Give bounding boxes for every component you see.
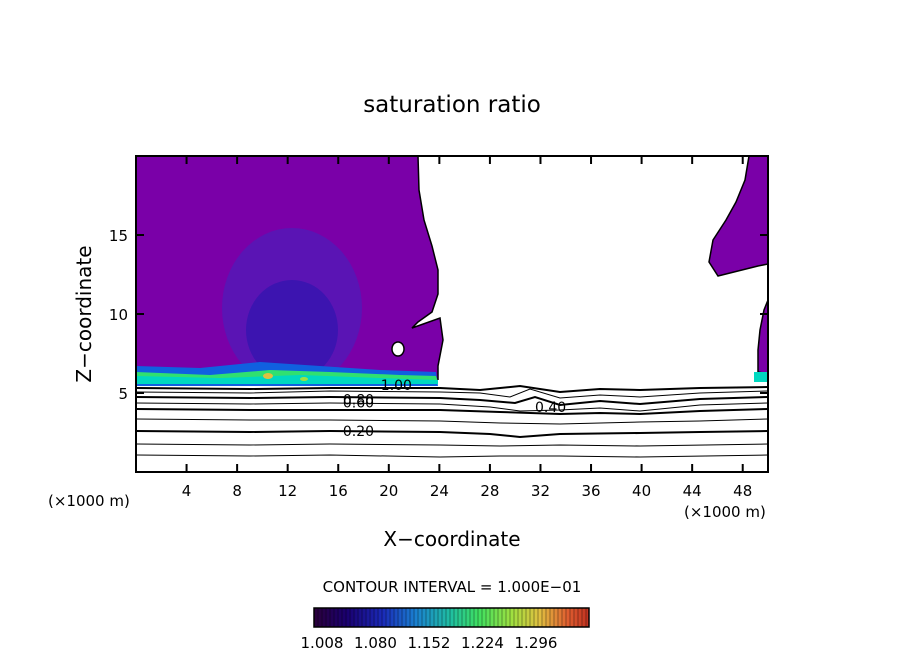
x-tick-label: 4 <box>182 482 192 500</box>
contour-label: 1.00 <box>381 378 412 394</box>
x-tick-label: 40 <box>632 482 651 500</box>
y-tick-label: 15 <box>109 227 128 245</box>
colorbar-tick-label: 1.224 <box>461 634 504 652</box>
x-tick-label: 28 <box>480 482 499 500</box>
contour-label: 0.80 <box>343 392 374 408</box>
contour-label: 0.20 <box>343 424 374 440</box>
x-unit-left: (×1000 m) <box>48 492 130 510</box>
contour-interval-text: CONTOUR INTERVAL = 1.000E−01 <box>323 578 582 596</box>
contour-label: 0.60 <box>343 395 374 411</box>
x-tick-label: 8 <box>232 482 242 500</box>
shaded-field: 1.00 0.800.60 0.40 0.20 <box>136 156 768 472</box>
y-tick-label: 10 <box>109 306 128 324</box>
colorbar <box>313 607 590 628</box>
isolated-cloud-hole <box>391 341 405 357</box>
x-tick-label: 16 <box>329 482 348 500</box>
colorbar-tick-label: 1.008 <box>301 634 344 652</box>
high-ratio-band-cyan <box>136 375 438 384</box>
contour-label: 0.40 <box>535 400 566 416</box>
chart-title: saturation ratio <box>363 92 541 118</box>
saturated-region-right <box>708 156 768 277</box>
contour-labels: 1.00 0.800.60 0.40 0.20 <box>343 378 566 440</box>
x-tick-label: 48 <box>733 482 752 500</box>
saturated-core-region <box>246 280 338 380</box>
contour-lines <box>136 384 768 458</box>
saturated-region-right-low <box>757 299 768 375</box>
y-tick-label: 5 <box>118 385 128 403</box>
y-axis-ticks: 5 10 15 <box>109 227 768 403</box>
high-ratio-band-right <box>754 372 768 382</box>
x-tick-label: 24 <box>430 482 449 500</box>
x-tick-label: 36 <box>581 482 600 500</box>
x-tick-label: 32 <box>531 482 550 500</box>
secondary-spot <box>300 377 308 381</box>
x-tick-label: 12 <box>278 482 297 500</box>
colorbar-hatching <box>317 608 587 627</box>
x-unit-right: (×1000 m) <box>684 503 766 521</box>
x-axis-label: X−coordinate <box>383 527 520 551</box>
subsaturated-band <box>136 380 768 472</box>
colorbar-tick-label: 1.080 <box>354 634 397 652</box>
colorbar-ticks: 1.008 1.080 1.152 1.224 1.296 <box>301 634 558 652</box>
y-axis-label: Z−coordinate <box>72 245 96 382</box>
colorbar-tick-label: 1.152 <box>408 634 451 652</box>
colorbar-tick-label: 1.296 <box>515 634 558 652</box>
x-axis-ticks: 4 8 12 16 20 24 28 32 36 40 44 48 <box>182 156 752 500</box>
peak-spot <box>263 373 273 379</box>
x-tick-label: 44 <box>683 482 702 500</box>
x-tick-label: 20 <box>379 482 398 500</box>
